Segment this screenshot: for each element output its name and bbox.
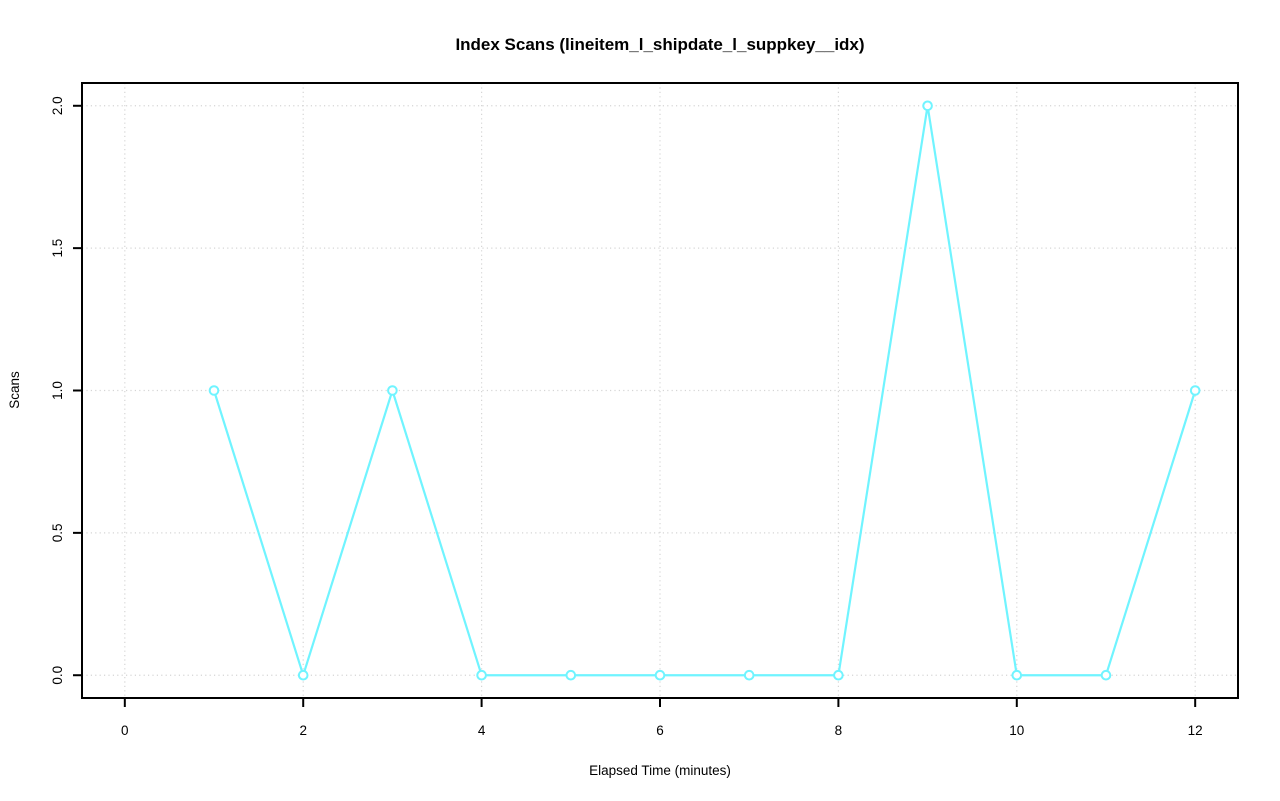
data-point [297,669,309,681]
y-axis-label: Scans [7,371,22,409]
axis-ticks [73,104,1197,707]
x-tick-label: 4 [478,723,486,738]
x-tick-label: 2 [299,723,307,738]
data-point [654,669,666,681]
y-tick-label: 1.5 [50,239,65,258]
tick-labels: 0 2 4 6 8 10 12 0.0 0.5 1.0 1.5 2.0 [50,96,1203,738]
y-tick-label: 2.0 [50,96,65,115]
y-tick-label: 1.0 [50,381,65,400]
data-point [387,385,398,396]
x-tick-label: 12 [1188,723,1203,738]
chart-title: Index Scans (lineitem_l_shipdate_l_suppk… [455,35,864,54]
y-tick-label: 0.5 [50,523,65,542]
data-point [565,669,577,681]
points-group [208,100,1201,681]
data-point [476,669,487,681]
data-point [833,669,844,681]
x-axis-label: Elapsed Time (minutes) [589,763,731,778]
data-point [208,385,220,396]
plot-border [81,82,1239,699]
data-point [1189,385,1201,396]
data-point [1100,669,1112,681]
data-point [922,100,933,112]
y-tick-label: 0.0 [50,666,65,685]
series-group [212,104,1197,677]
data-point [743,669,755,681]
x-tick-label: 6 [656,723,664,738]
series-line [212,104,1197,677]
gridlines [82,83,1238,698]
data-point [1011,669,1023,681]
x-tick-label: 0 [121,723,129,738]
x-tick-label: 8 [835,723,843,738]
x-tick-label: 10 [1009,723,1024,738]
